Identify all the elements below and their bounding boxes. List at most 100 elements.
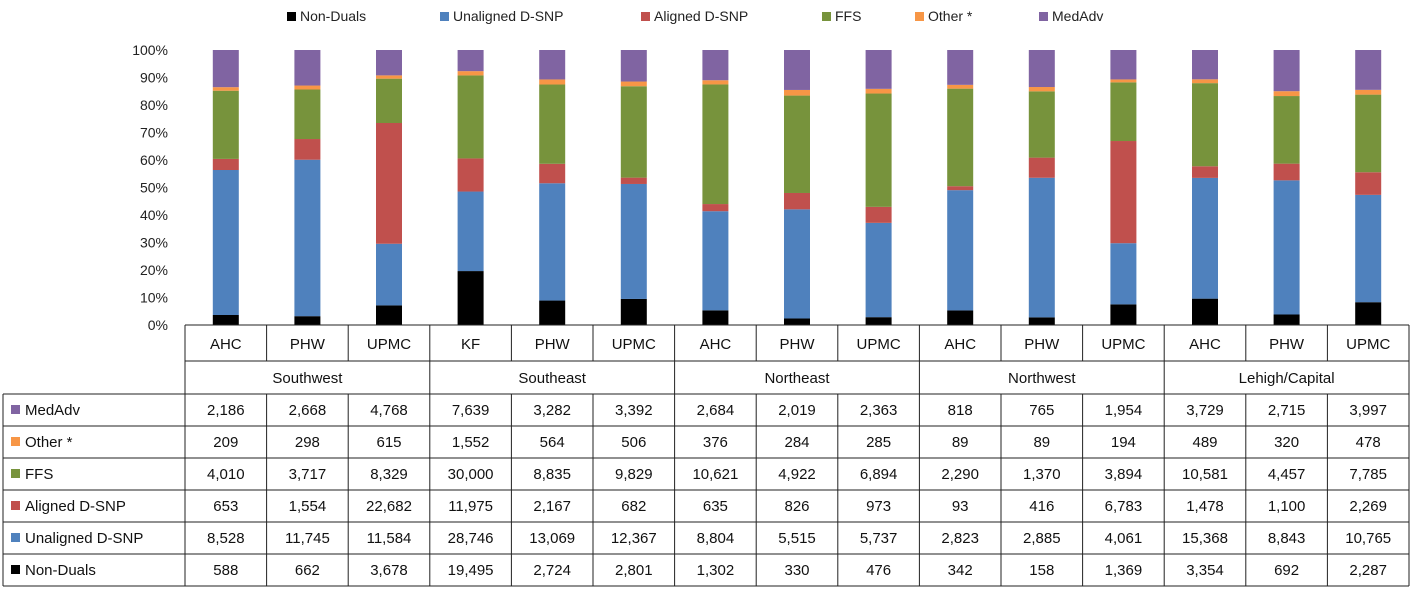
bar-segment-other (294, 85, 321, 90)
legend-item-non-duals: Non-Duals (287, 8, 366, 24)
table-cell: 476 (866, 562, 891, 579)
category-label: UPMC (612, 336, 656, 353)
bar-segment-aligned-d-snp (294, 139, 321, 160)
table-cell: 11,745 (285, 530, 330, 547)
category-label: KF (461, 336, 480, 353)
table-cell: 3,894 (1105, 466, 1143, 483)
bar-segment-non-duals (865, 317, 892, 325)
bar-segment-ffs (1192, 83, 1218, 167)
bar-segment-ffs (865, 93, 892, 207)
category-label: PHW (535, 336, 571, 353)
table-row-medadv: MedAdv 2,186 2,668 4,768 7,639 3,282 3,392 2,68… (11, 402, 1387, 419)
bar-stack (1110, 50, 1137, 325)
bar-stack (376, 50, 402, 325)
bar-segment-other (376, 75, 402, 79)
table-cell: 6,783 (1105, 498, 1143, 515)
bar-segment-aligned-d-snp (702, 204, 729, 212)
bar-segment-non-duals (212, 315, 239, 325)
bar-stack (784, 50, 810, 325)
bar-segment-medadv (457, 50, 484, 72)
bar-segment-non-duals (784, 318, 810, 325)
table-cell: 7,639 (452, 402, 490, 419)
bar-segment-medadv (1110, 50, 1137, 80)
bar-segment-aligned-d-snp (457, 158, 484, 192)
bar-segment-aligned-d-snp (539, 163, 566, 184)
category-label: UPMC (857, 336, 901, 353)
data-table: AHC PHW UPMC KF PHW UPMC AHC PHW UPMC AHC PHW UPMC A… (2, 324, 1410, 587)
legend-label: Aligned D-SNP (654, 8, 748, 24)
table-cell: 158 (1029, 562, 1054, 579)
table-row-unaligned-d-snp: Unaligned D-SNP 8,528 11,745 11,584 28,746 13… (11, 530, 1391, 547)
table-cell: 7,785 (1349, 466, 1387, 483)
bar-stack (1273, 50, 1300, 325)
table-cell: 2,290 (941, 466, 979, 483)
category-label: PHW (1269, 336, 1305, 353)
bar-segment-other (1273, 91, 1300, 97)
table-cell: 1,370 (1023, 466, 1061, 483)
table-cell: 635 (703, 498, 728, 515)
bar-segment-ffs (1355, 94, 1382, 173)
table-cell: 320 (1274, 434, 1299, 451)
row-legend-swatch (11, 501, 20, 510)
bar-segment-unaligned-d-snp (702, 211, 729, 311)
bar-segment-other (947, 84, 974, 89)
bar-segment-non-duals (539, 300, 566, 325)
bar-segment-ffs (1273, 96, 1300, 164)
bar-stack (1028, 50, 1055, 325)
bar-stack (947, 50, 974, 325)
table-cell: 8,843 (1268, 530, 1306, 547)
bar-segment-medadv (1028, 50, 1055, 88)
bar-segment-other (784, 89, 810, 96)
bar-segment-unaligned-d-snp (457, 191, 484, 272)
table-cell: 478 (1356, 434, 1381, 451)
legend-swatch (287, 12, 296, 21)
table-cell: 89 (952, 434, 969, 451)
row-legend-swatch (11, 565, 20, 574)
bar-segment-ffs (294, 89, 321, 140)
group-label: Northwest (1008, 370, 1076, 387)
y-tick-label: 0% (148, 317, 168, 333)
row-legend-swatch (11, 533, 20, 542)
table-cell: 4,768 (370, 402, 408, 419)
row-label: Non-Duals (25, 562, 96, 579)
bar-segment-aligned-d-snp (947, 186, 974, 191)
bar-segment-other (865, 88, 892, 94)
bar-segment-medadv (376, 50, 402, 76)
table-row-other: Other * 209 298 615 1,552 564 506 376 284 285 89 89… (11, 434, 1381, 451)
table-cell: 10,581 (1182, 466, 1228, 483)
bar-segment-aligned-d-snp (1192, 166, 1218, 178)
bar-segment-aligned-d-snp (1355, 172, 1382, 195)
bar-segment-medadv (1192, 50, 1218, 80)
legend-label: Non-Duals (300, 8, 366, 24)
y-axis: 0% 10% 20% 30% 40% 50% 60% 70% 80% 90% 100% (132, 42, 1409, 333)
bar-segment-unaligned-d-snp (865, 222, 892, 318)
legend-label: MedAdv (1052, 8, 1103, 24)
table-cell: 10,765 (1345, 530, 1391, 547)
bar-segment-aligned-d-snp (1273, 163, 1300, 181)
y-tick-label: 10% (140, 290, 168, 306)
table-cell: 1,554 (289, 498, 327, 515)
table-cell: 1,302 (697, 562, 735, 579)
y-tick-label: 70% (140, 125, 168, 141)
table-cell: 826 (784, 498, 809, 515)
table-cell: 662 (295, 562, 320, 579)
bar-segment-aligned-d-snp (376, 122, 402, 244)
table-cell: 1,100 (1268, 498, 1306, 515)
bar-segment-aligned-d-snp (784, 192, 810, 210)
table-cell: 3,678 (370, 562, 408, 579)
category-label: AHC (944, 336, 976, 353)
table-cell: 2,287 (1349, 562, 1387, 579)
bar-stack (1192, 50, 1218, 325)
table-cell: 3,354 (1186, 562, 1224, 579)
table-cell: 5,737 (860, 530, 898, 547)
table-cell: 2,885 (1023, 530, 1061, 547)
table-cell: 2,801 (615, 562, 653, 579)
table-cell: 2,269 (1349, 498, 1387, 515)
y-tick-label: 30% (140, 235, 168, 251)
bar-segment-unaligned-d-snp (376, 243, 402, 306)
bar-stack (1355, 50, 1382, 325)
category-label: AHC (1189, 336, 1221, 353)
table-cell: 13,069 (529, 530, 575, 547)
table-cell: 22,682 (366, 498, 412, 515)
bar-segment-ffs (1028, 91, 1055, 158)
